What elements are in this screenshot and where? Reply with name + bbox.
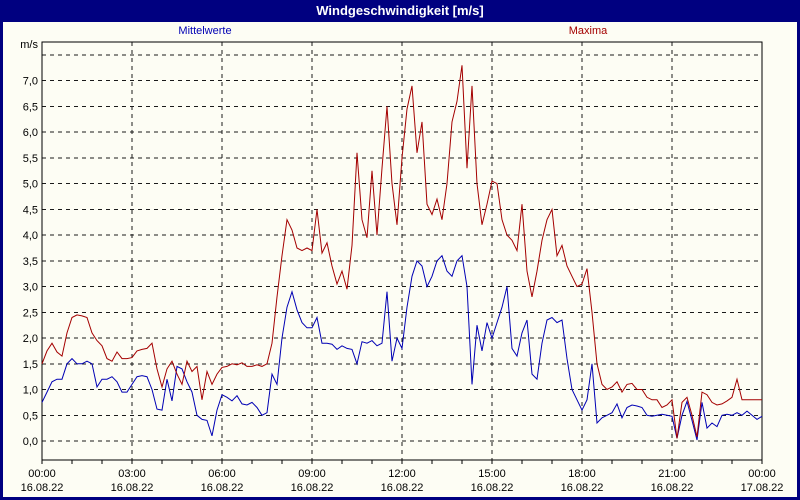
y-tick-label: 0,0 bbox=[23, 436, 38, 448]
y-tick-label: 6,0 bbox=[23, 127, 38, 139]
x-tick-time: 15:00 bbox=[478, 468, 506, 480]
x-tick-time: 18:00 bbox=[568, 468, 596, 480]
mittelwerte-line bbox=[41, 254, 763, 441]
y-tick-label: 4,5 bbox=[23, 204, 38, 216]
y-axis-unit-label: m/s bbox=[20, 39, 38, 51]
maxima-line bbox=[41, 65, 762, 439]
y-tick-label: 1,5 bbox=[23, 359, 38, 371]
y-tick-label: 6,5 bbox=[23, 101, 38, 113]
x-tick-date: 16.08.22 bbox=[291, 482, 334, 494]
x-tick-time: 06:00 bbox=[208, 468, 236, 480]
data-series bbox=[41, 65, 763, 441]
hour-tick-marks bbox=[41, 460, 763, 464]
y-axis-labels: 0,0 0,5 1,0 1,5 2,0 2,5 3,0 3,5 4,0 4,5 5,0 5,5 6,0 6… bbox=[20, 39, 38, 448]
y-tick-label: 4,0 bbox=[23, 230, 38, 242]
x-axis-labels: 00:00 16.08.22 03:00 16.08.22 06:00 16.08.22 0… bbox=[21, 468, 784, 494]
y-tick-label: 1,0 bbox=[23, 385, 38, 397]
x-tick-time: 03:00 bbox=[118, 468, 146, 480]
x-tick-time: 09:00 bbox=[298, 468, 326, 480]
y-tick-label: 0,5 bbox=[23, 410, 38, 422]
chart-surface bbox=[3, 22, 797, 497]
x-tick-time: 00:00 bbox=[748, 468, 776, 480]
x-tick-date: 16.08.22 bbox=[651, 482, 694, 494]
x-tick-date: 16.08.22 bbox=[111, 482, 154, 494]
x-tick-date: 16.08.22 bbox=[381, 482, 424, 494]
x-tick-time: 00:00 bbox=[28, 468, 56, 480]
x-tick-time: 21:00 bbox=[658, 468, 686, 480]
window-title: Windgeschwindigkeit [m/s] bbox=[0, 0, 800, 22]
y-tick-label: 2,5 bbox=[23, 307, 38, 319]
y-tick-label: 5,0 bbox=[23, 179, 38, 191]
x-tick-date: 16.08.22 bbox=[201, 482, 244, 494]
y-tick-label: 3,5 bbox=[23, 256, 38, 268]
vertical-gridlines bbox=[131, 42, 673, 460]
y-tick-label: 3,0 bbox=[23, 282, 38, 294]
x-tick-date: 16.08.22 bbox=[561, 482, 604, 494]
x-tick-date: 16.08.22 bbox=[471, 482, 514, 494]
y-tick-label: 2,0 bbox=[23, 333, 38, 345]
y-tick-label: 7,0 bbox=[23, 76, 38, 88]
y-tick-label: 5,5 bbox=[23, 153, 38, 165]
x-tick-date: 17.08.22 bbox=[741, 482, 784, 494]
x-tick-time: 12:00 bbox=[388, 468, 416, 480]
x-tick-date: 16.08.22 bbox=[21, 482, 64, 494]
legend-maxima: Maxima bbox=[568, 25, 608, 37]
legend-mittelwerte: Mittelwerte bbox=[178, 25, 232, 37]
